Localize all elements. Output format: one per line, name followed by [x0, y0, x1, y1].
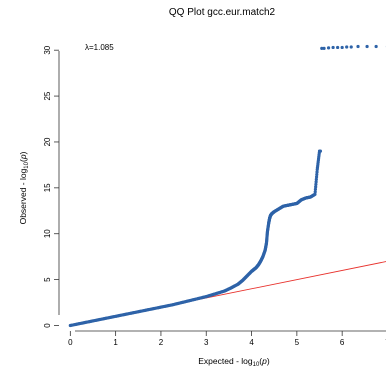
data-point: [345, 45, 349, 49]
data-points: [68, 44, 386, 328]
x-tick-label: 1: [113, 338, 118, 347]
data-point: [365, 44, 369, 49]
data-point: [331, 45, 335, 50]
x-axis-ticks: 01234567: [68, 331, 386, 347]
data-point: [314, 177, 318, 181]
y-tick-label: 30: [43, 45, 52, 54]
data-point: [315, 172, 319, 177]
data-point: [314, 182, 318, 186]
data-point: [315, 170, 319, 174]
y-tick-label: 15: [43, 183, 52, 192]
data-point: [320, 46, 324, 50]
x-tick-label: 0: [68, 338, 73, 347]
data-point: [326, 46, 331, 50]
data-point: [314, 175, 319, 179]
x-axis-label: Expected - log10(p): [198, 356, 270, 368]
x-tick-label: 6: [340, 338, 345, 347]
x-tick-label: 2: [159, 338, 164, 347]
y-tick-label: 5: [43, 277, 52, 282]
data-point: [313, 192, 317, 196]
data-point: [349, 45, 353, 49]
y-tick-label: 20: [43, 137, 52, 146]
data-point: [356, 44, 360, 49]
data-point: [313, 187, 318, 191]
data-point: [322, 46, 326, 50]
data-point: [318, 149, 323, 153]
x-tick-label: 5: [295, 338, 300, 347]
lambda-annotation: λ=1.085: [85, 43, 114, 52]
y-tick-label: 10: [43, 229, 52, 238]
data-point: [336, 45, 340, 50]
data-point: [313, 190, 317, 194]
chart-title: QQ Plot gcc.eur.match2: [169, 7, 276, 18]
y-axis-label: Observed - log10(p): [18, 151, 30, 224]
x-tick-label: 3: [204, 338, 209, 347]
x-tick-label: 4: [249, 338, 254, 347]
data-point: [340, 45, 344, 50]
data-point: [374, 44, 378, 49]
y-axis-ticks: 0 5 10 15 20 25 30: [43, 45, 59, 328]
y-tick-label: 25: [43, 91, 52, 100]
y-tick-label: 0: [43, 323, 52, 328]
data-point: [314, 180, 318, 184]
data-point: [314, 185, 318, 189]
